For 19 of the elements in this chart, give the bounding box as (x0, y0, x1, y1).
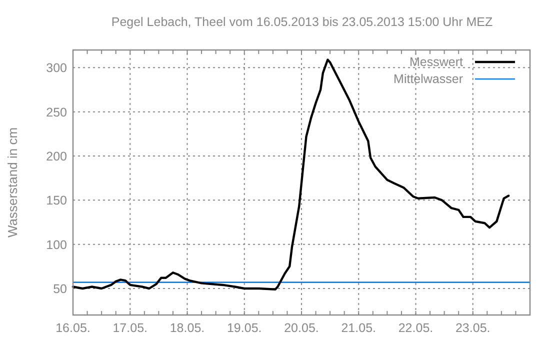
x-tick-label: 20.05. (284, 321, 319, 335)
x-tick-label: 18.05. (170, 321, 205, 335)
x-tick-label: 23.05. (455, 321, 490, 335)
x-tick-label: 16.05. (56, 321, 90, 335)
chart-title: Pegel Lebach, Theel vom 16.05.2013 bis 23.05.2013 15:00 Uhr MEZ (111, 15, 493, 29)
x-tick-label: 19.05. (226, 321, 262, 335)
y-tick-label: 50 (53, 282, 68, 296)
legend-label: Mittelwasser (394, 72, 463, 86)
y-tick-label: 100 (46, 238, 68, 252)
y-tick-label: 150 (46, 194, 68, 208)
x-tick-label: 21.05. (341, 321, 376, 335)
x-tick-label: 22.05. (398, 321, 434, 335)
y-tick-label: 300 (46, 61, 68, 76)
y-axis-title: Wasserstand in cm (5, 127, 20, 238)
y-tick-label: 250 (46, 105, 68, 120)
x-tick-label: 17.05. (112, 321, 148, 335)
line-series (72, 58, 510, 290)
legend-label: Messwert (410, 55, 464, 69)
y-tick-label: 200 (46, 150, 68, 164)
